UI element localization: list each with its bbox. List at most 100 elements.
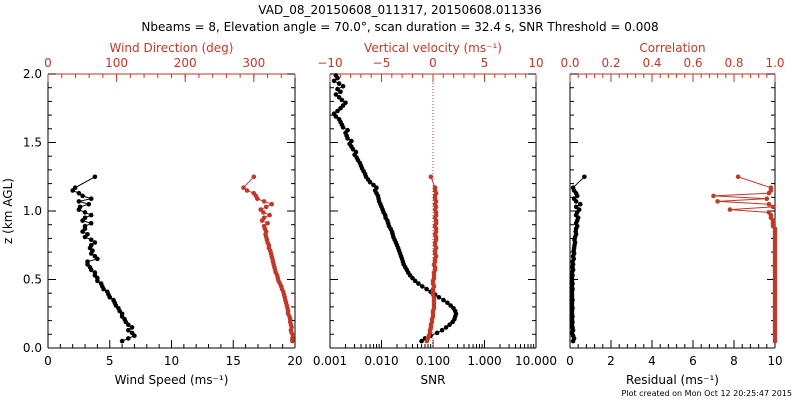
wind-speed-point — [88, 196, 94, 201]
residual-point — [573, 204, 579, 210]
x-tick-label-top: 0 — [429, 56, 437, 70]
residual-point — [576, 207, 582, 212]
vertical-velocity-point — [428, 174, 434, 180]
x-tick-label-bottom: 5 — [106, 354, 114, 368]
correlation-point — [770, 204, 776, 210]
snr-point — [445, 300, 450, 306]
wind-speed-point — [105, 289, 110, 295]
residual-point — [571, 196, 577, 201]
y-tick-label: 2.0 — [23, 67, 42, 81]
vertical-velocity-point — [432, 185, 438, 190]
x-tick-label-bottom: 6 — [689, 354, 697, 368]
x-axis-label-top: Wind Direction (deg) — [110, 41, 234, 55]
correlation-point — [766, 210, 772, 215]
wind-speed-point — [76, 199, 82, 204]
snr-point — [336, 95, 342, 100]
correlation-point — [715, 199, 720, 204]
wind-speed-point — [129, 325, 135, 330]
x-tick-label-bottom: 0.100 — [416, 354, 450, 368]
title-line-1: VAD_08_20150608_011317, 20150608.011336 — [258, 3, 541, 17]
wind-direction-point — [244, 188, 250, 193]
x-tick-label-top: 1.0 — [765, 56, 784, 70]
wind-speed-point — [126, 327, 131, 333]
wind-direction-point — [261, 215, 267, 221]
snr-point — [349, 138, 354, 144]
x-tick-label-bottom: 4 — [648, 354, 656, 368]
snr-point — [424, 286, 429, 292]
snr-point — [443, 325, 449, 330]
x-tick-label-bottom: 2 — [607, 354, 615, 368]
snr-point — [335, 86, 340, 92]
snr-point — [336, 81, 342, 86]
x-tick-label-top: −5 — [373, 56, 391, 70]
x-tick-label-bottom: 1.000 — [467, 354, 501, 368]
snr-point — [434, 330, 440, 336]
wind-speed-point — [88, 237, 94, 243]
wind-speed-point — [88, 221, 94, 226]
wind-speed-point — [129, 330, 135, 336]
x-tick-label-bottom: 10 — [767, 354, 782, 368]
correlation-point — [735, 174, 741, 180]
snr-point — [336, 116, 342, 122]
snr-point — [419, 338, 424, 344]
x-tick-label-bottom: 10.000 — [515, 354, 557, 368]
wind-direction-point — [241, 185, 246, 190]
correlation-point — [764, 196, 770, 201]
wind-speed-point — [80, 193, 85, 199]
wind-speed-point — [88, 212, 94, 218]
wind-speed-point — [92, 253, 98, 259]
x-tick-label-top: 0.4 — [642, 56, 661, 70]
correlation-point — [768, 185, 774, 190]
y-tick-label: 1.5 — [23, 136, 42, 150]
wind-speed-point — [92, 270, 98, 275]
snr-point — [447, 322, 452, 328]
snr-point — [371, 182, 376, 188]
wind-speed-point — [92, 240, 98, 245]
x-tick-label-top: 0.6 — [683, 56, 702, 70]
x-tick-label-bottom: 8 — [730, 354, 738, 368]
correlation-point — [727, 207, 733, 212]
x-tick-label-top: 5 — [481, 56, 489, 70]
wind-direction-point — [263, 204, 269, 210]
x-axis-label-bottom: Wind Speed (ms⁻¹) — [115, 373, 229, 387]
x-axis-label-bottom: Residual (ms⁻¹) — [626, 373, 719, 387]
x-tick-label-bottom: 20 — [287, 354, 302, 368]
wind-speed-point — [86, 201, 92, 207]
wind-speed-point — [119, 338, 125, 344]
snr-point — [331, 78, 337, 84]
title-line-2: Nbeams = 8, Elevation angle = 70.0°, sca… — [141, 20, 658, 34]
x-tick-label-bottom: 15 — [226, 354, 241, 368]
wind-speed-point — [77, 204, 83, 210]
x-tick-label-bottom: 0.010 — [364, 354, 398, 368]
wind-direction-point — [258, 207, 264, 212]
x-tick-label-top: 10 — [528, 56, 543, 70]
x-tick-label-top: 0.0 — [560, 56, 579, 70]
wind-direction-point — [251, 190, 257, 196]
snr-point — [416, 281, 421, 286]
x-axis-label-top: Correlation — [639, 41, 705, 55]
x-tick-label-top: 200 — [174, 56, 197, 70]
wind-speed-point — [72, 185, 78, 190]
snr-point — [331, 111, 337, 116]
x-tick-label-bottom: 0.001 — [313, 354, 347, 368]
snr-point — [333, 92, 339, 97]
panel-residual: 0 2 4 6 8 10 Residual (ms⁻¹) 0.0 0.2 0.4 0.6 0.8 1.0… — [560, 41, 784, 387]
y-tick-label: 0.5 — [23, 273, 42, 287]
x-tick-label-top: 100 — [105, 56, 128, 70]
x-tick-label-top: 0 — [44, 56, 52, 70]
x-tick-label-bottom: 0 — [44, 354, 52, 368]
snr-point — [338, 89, 343, 95]
wind-speed-point — [85, 259, 90, 265]
x-axis-label-bottom: SNR — [421, 373, 446, 387]
wind-speed-point — [92, 174, 98, 180]
y-tick-label: 1.0 — [23, 204, 42, 218]
panel-wind: 0.0 0.5 1.0 1.5 2.0 z (km AGL) 0 5 10 15 20 Wind Sp… — [1, 41, 303, 387]
snr-point — [335, 108, 340, 114]
wind-speed-point — [82, 215, 88, 221]
x-tick-label-bottom: 0 — [566, 354, 574, 368]
snr-point — [420, 284, 425, 289]
correlation-point — [766, 201, 772, 207]
wind-speed-point — [82, 210, 88, 215]
x-tick-label-top: 300 — [242, 56, 265, 70]
